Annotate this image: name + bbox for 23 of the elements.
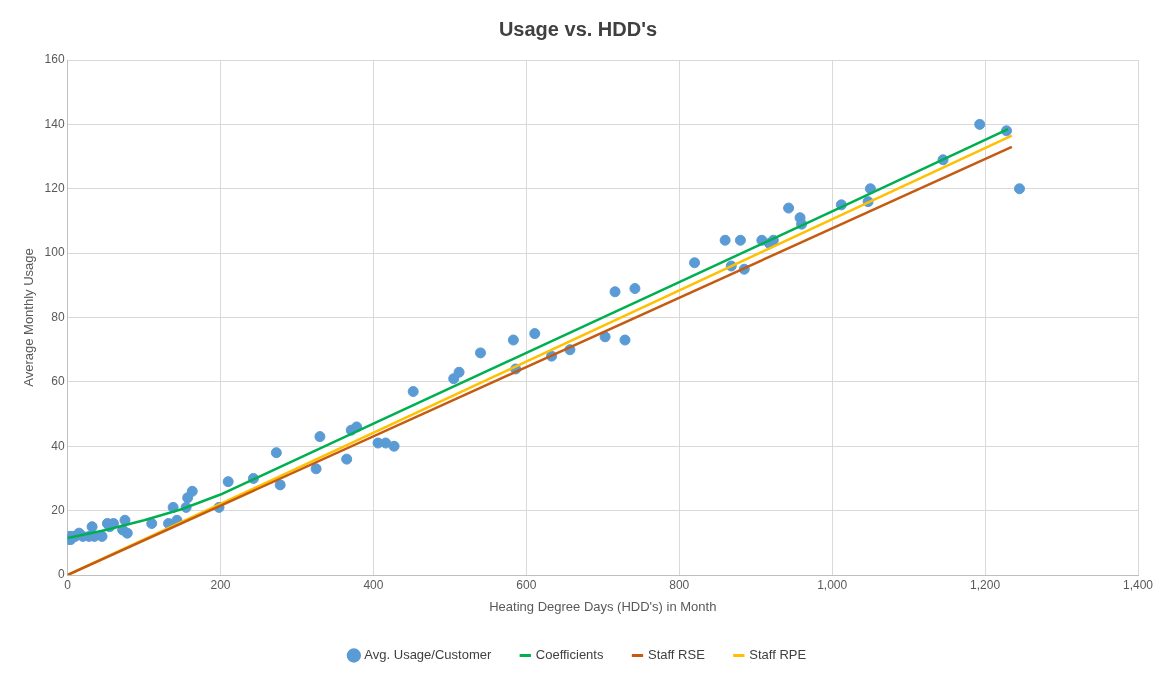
x-tick-label: 400 <box>363 577 384 592</box>
x-axis-title: Heating Degree Days (HDD's) in Month <box>489 598 717 614</box>
y-tick-label: 60 <box>51 374 65 389</box>
y-tick-label: 140 <box>44 116 65 131</box>
legend-label: Coefficients <box>535 647 604 663</box>
chart-title: Usage vs. HDD's <box>498 17 658 40</box>
legend-label: Avg. Usage/Customer <box>364 647 492 663</box>
y-tick-label: 80 <box>51 309 65 324</box>
legend-label: Staff RPE <box>749 647 807 663</box>
y-tick-label: 0 <box>57 567 65 582</box>
x-tick-label: 1,000 <box>817 577 848 592</box>
y-tick-label: 100 <box>44 245 65 260</box>
y-tick-label: 160 <box>44 52 65 67</box>
x-tick-label: 600 <box>516 577 537 592</box>
y-tick-label: 40 <box>51 438 65 453</box>
x-tick-label: 200 <box>210 577 231 592</box>
y-axis-title: Average Monthly Usage <box>21 248 37 387</box>
legend-label: Staff RSE <box>647 647 706 663</box>
y-tick-label: 20 <box>51 502 65 517</box>
x-tick-label: 800 <box>669 577 690 592</box>
x-tick-label: 1,200 <box>970 577 1001 592</box>
y-tick-label: 120 <box>44 181 65 196</box>
x-tick-label: 1,400 <box>1122 577 1154 592</box>
